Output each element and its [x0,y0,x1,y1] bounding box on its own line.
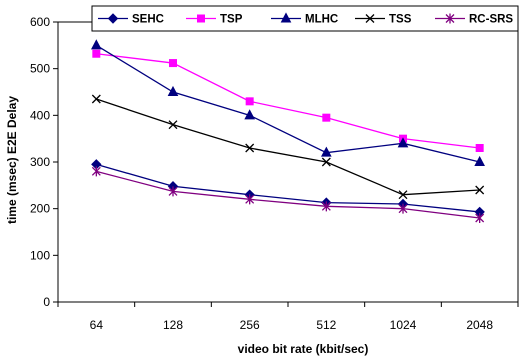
data-point [91,166,101,177]
x-axis-title: video bit rate (kbit/sec) [238,342,369,356]
data-point [167,85,179,96]
legend-item: TSS [355,14,412,26]
data-point [321,201,331,212]
series-line [96,163,480,213]
series-layer [91,39,485,223]
x-tick-label: 128 [163,318,183,332]
series-tss [91,94,485,200]
x-tick-label: 512 [316,318,336,332]
y-tick-label: 400 [30,108,50,122]
legend-marker [107,13,119,24]
data-point [245,194,255,205]
data-point [321,157,331,167]
x-tick-label: 1024 [390,318,417,332]
y-axis-title: time (msec) E2E Delay [5,96,19,224]
y-tick-label: 0 [43,295,50,309]
series-sehc [91,159,485,218]
data-point [322,113,331,122]
y-tick-label: 600 [30,15,50,29]
data-point [91,39,102,50]
legend-item: RC-SRS [435,13,513,26]
axes: 0 100 200 300 400 500 600 64 128 256 512 1024 2048 [30,15,519,332]
data-point [475,144,484,152]
data-point [244,109,255,120]
legend-item: MLHC [271,12,338,26]
x-tick-label: 64 [90,318,104,332]
legend-marker [280,12,292,23]
series-line [96,53,480,149]
data-point [321,146,332,157]
legend-marker [365,14,375,23]
series-rc-srs [91,166,485,223]
legend-label: TSS [389,14,412,26]
legend: SEHC TSP MLHC TSS RC-SRS [91,5,519,32]
data-point [475,185,485,195]
data-point [168,120,178,130]
data-point [398,203,408,214]
series-line [96,170,480,219]
x-tick-label: 2048 [466,318,493,332]
y-tick-label: 200 [30,202,50,216]
legend-marker [445,13,455,24]
series-line [96,98,480,196]
data-point [92,49,101,58]
legend-marker [197,14,205,23]
legend-item: TSP [186,14,243,26]
data-point [169,59,177,68]
legend-label: RC-SRS [469,14,513,26]
legend-label: TSP [220,14,243,26]
data-point [245,143,255,153]
legend-label: MLHC [305,14,338,26]
series-mlhc [91,39,485,166]
data-point [245,97,254,106]
data-point [91,94,101,104]
series-tsp [92,49,484,152]
data-point [398,190,408,200]
data-point [475,213,485,223]
y-tick-label: 100 [30,248,50,262]
legend-item: SEHC [98,13,164,26]
series-line [95,44,480,163]
legend-label: SEHC [132,14,164,26]
y-tick-label: 300 [30,155,50,169]
data-point [474,155,485,166]
data-point [168,186,178,197]
data-point [397,137,409,148]
y-tick-label: 500 [30,62,50,76]
x-tick-label: 256 [240,318,260,332]
